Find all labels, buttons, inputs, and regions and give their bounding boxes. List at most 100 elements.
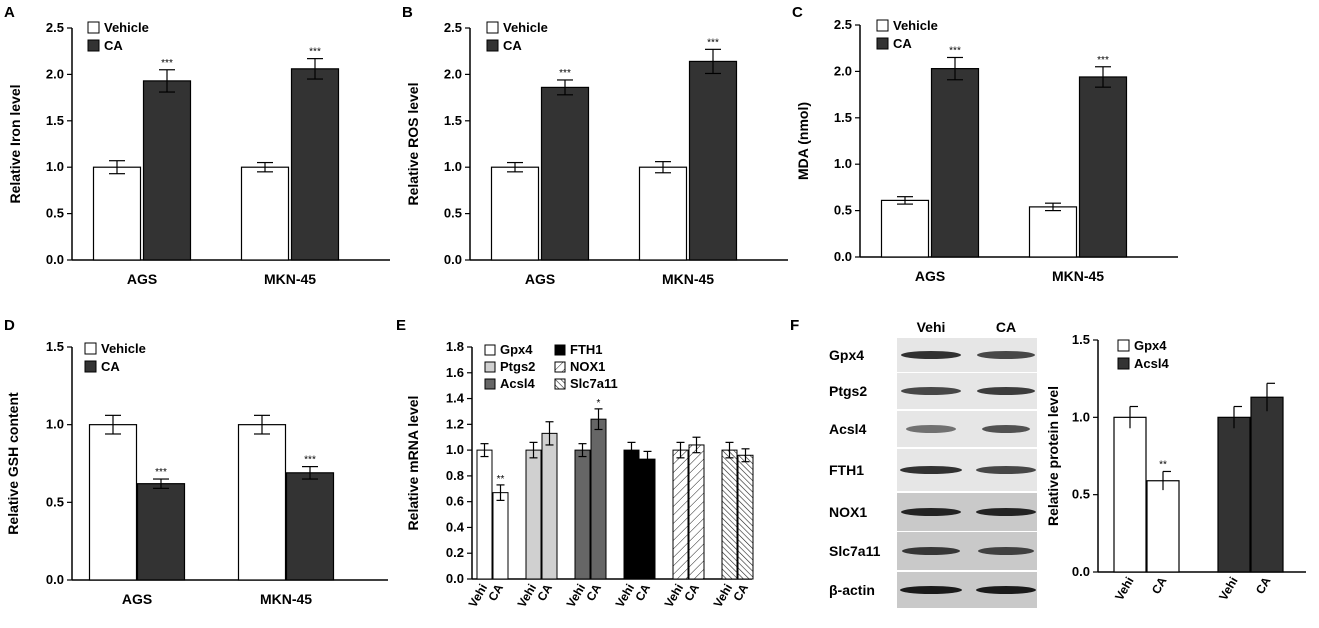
legend-label: Vehicle: [503, 20, 548, 35]
y-tick-label: 0.0: [444, 252, 462, 267]
bar-vehicle: [880, 199, 930, 258]
chart-panel-f: F Vehi CA Gpx4 Ptgs2 Acsl4 FTH1 NOX1 Slc7a11 β-ac…: [790, 317, 1306, 608]
y-tick-label: 0.5: [1072, 487, 1090, 502]
legend-swatch: [876, 19, 889, 32]
y-tick-label: 1.5: [834, 110, 852, 125]
legend-label: CA: [503, 38, 522, 53]
bar-ca: [136, 483, 186, 581]
bar-nox1: [672, 449, 689, 580]
y-tick-label: 0.5: [834, 203, 852, 218]
y-tick-label: 1.0: [446, 442, 464, 457]
blot-row-label: Slc7a11: [829, 543, 881, 559]
bar-gpx4: [1113, 416, 1147, 573]
significance-label: ***: [1097, 55, 1109, 66]
legend-swatch: [1117, 357, 1130, 370]
y-tick-label: 0.5: [46, 206, 64, 221]
y-tick-label: 2.0: [46, 66, 64, 81]
legend-swatch: [486, 21, 499, 34]
x-category-label: MKN-45: [264, 271, 316, 287]
significance-label: ***: [949, 45, 961, 56]
bar-vehicle: [638, 166, 688, 261]
bar-ptgs2: [541, 432, 558, 580]
x-bar-label: CA: [534, 581, 555, 603]
x-bar-label: Vehi: [1216, 575, 1240, 603]
chart-panel-e: E 0.0 0.2 0.4 0.6 0.8 1.0 1.2 1.4 1.6 1.8 Relative …: [396, 317, 754, 610]
y-tick-label: 1.4: [446, 391, 465, 406]
bar-acsl4: [590, 418, 607, 580]
legend-swatch: [484, 361, 496, 373]
x-bar-label: CA: [485, 581, 506, 603]
legend-label: NOX1: [570, 359, 605, 374]
blot-row-label: Acsl4: [829, 421, 867, 437]
y-tick-label: 0.5: [46, 494, 64, 509]
significance-label: *: [597, 398, 601, 409]
y-tick-label: 2.5: [444, 20, 462, 35]
y-tick-label: 1.0: [834, 156, 852, 171]
y-tick-label: 0.8: [446, 468, 464, 483]
x-category-label: AGS: [122, 591, 152, 607]
x-bar-label: CA: [681, 581, 702, 603]
y-axis-title: MDA (nmol): [795, 102, 811, 180]
blot-band: [976, 586, 1036, 594]
blot-row-label: NOX1: [829, 504, 867, 520]
bar-ca: [290, 68, 340, 261]
legend-label: Slc7a11: [570, 376, 618, 391]
bar-ca: [285, 472, 335, 581]
legend-label: CA: [893, 36, 912, 51]
bar-vehicle: [88, 424, 138, 581]
blot-row-label: β-actin: [829, 582, 875, 598]
panel-letter: B: [402, 4, 413, 21]
bar-vehicle: [1028, 206, 1078, 258]
legend-label: Vehicle: [104, 20, 149, 35]
y-tick-label: 0.0: [46, 572, 64, 587]
significance-label: **: [1159, 459, 1167, 470]
legend-swatch: [87, 39, 100, 52]
x-bar-label: CA: [1253, 574, 1274, 596]
x-category-label: MKN-45: [662, 271, 714, 287]
legend-label: Gpx4: [500, 342, 533, 357]
blot-row-label: Gpx4: [829, 347, 864, 363]
x-category-label: AGS: [127, 271, 157, 287]
legend-label: Acsl4: [1134, 356, 1169, 371]
y-axis-title: Relative Iron level: [7, 84, 23, 203]
panel-letter: C: [792, 4, 803, 21]
legend-label: Ptgs2: [500, 359, 535, 374]
blot-band: [977, 351, 1035, 359]
blot-column-label: CA: [996, 319, 1016, 335]
blot-band: [901, 387, 961, 395]
y-tick-label: 0.5: [444, 206, 462, 221]
x-category-label: MKN-45: [260, 591, 312, 607]
x-bar-label: Vehi: [1112, 575, 1136, 603]
legend-label: CA: [101, 359, 120, 374]
legend-swatch: [84, 342, 97, 355]
y-tick-label: 2.0: [834, 63, 852, 78]
blot-band: [902, 547, 960, 555]
y-tick-label: 2.5: [46, 20, 64, 35]
y-tick-label: 1.0: [1072, 409, 1090, 424]
x-bar-label: CA: [730, 581, 751, 603]
legend-label: Gpx4: [1134, 338, 1167, 353]
blot-row-label: Ptgs2: [829, 383, 867, 399]
significance-label: ***: [309, 47, 321, 58]
legend-swatch: [84, 360, 97, 373]
y-tick-label: 1.2: [446, 416, 464, 431]
blot-band: [900, 466, 962, 474]
y-tick-label: 0.0: [446, 571, 464, 586]
bar-gpx4: [492, 492, 509, 580]
legend-label: CA: [104, 38, 123, 53]
chart-panel-b: B 0.0 0.5 1.0 1.5 2.0 2.5 Relative ROS level ***…: [402, 4, 788, 287]
bar-ca: [1078, 76, 1128, 258]
bar-ptgs2: [525, 449, 542, 580]
x-category-label: MKN-45: [1052, 268, 1104, 284]
panel-letter: F: [790, 317, 799, 334]
panel-letter: E: [396, 317, 406, 334]
y-tick-label: 1.0: [46, 159, 64, 174]
legend-swatch: [876, 37, 889, 50]
bar-acsl4: [1250, 396, 1284, 573]
blot-row-label: FTH1: [829, 462, 864, 478]
panel-letter: A: [4, 4, 15, 21]
bar-vehicle: [240, 166, 290, 261]
legend-label: FTH1: [570, 342, 603, 357]
bar-ca: [688, 60, 738, 261]
y-tick-label: 0.0: [46, 252, 64, 267]
